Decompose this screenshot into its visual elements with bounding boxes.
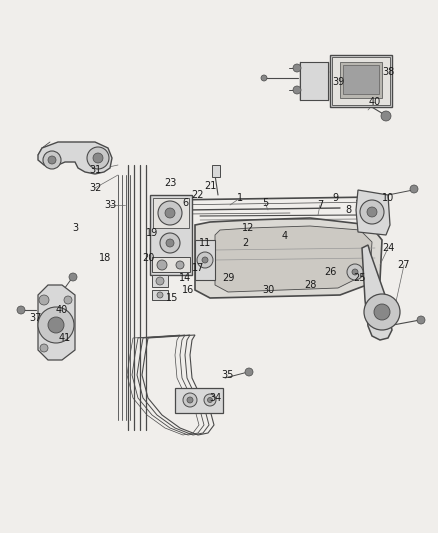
Text: 11: 11 xyxy=(199,238,211,248)
Circle shape xyxy=(367,207,377,217)
Circle shape xyxy=(165,208,175,218)
Text: 23: 23 xyxy=(164,178,176,188)
Text: 14: 14 xyxy=(179,273,191,283)
Text: 7: 7 xyxy=(317,200,323,210)
Text: 30: 30 xyxy=(262,285,274,295)
Text: 20: 20 xyxy=(142,253,154,263)
Text: 27: 27 xyxy=(398,260,410,270)
Circle shape xyxy=(293,64,301,72)
Circle shape xyxy=(158,201,182,225)
Text: 15: 15 xyxy=(166,293,178,303)
Bar xyxy=(212,165,220,177)
Circle shape xyxy=(187,397,193,403)
Circle shape xyxy=(347,264,363,280)
Polygon shape xyxy=(38,142,112,174)
Polygon shape xyxy=(362,245,392,340)
Bar xyxy=(152,257,190,272)
Polygon shape xyxy=(356,190,390,235)
Text: 32: 32 xyxy=(89,183,101,193)
Circle shape xyxy=(261,75,267,81)
Circle shape xyxy=(160,233,180,253)
Text: 6: 6 xyxy=(182,198,188,208)
Circle shape xyxy=(93,153,103,163)
Circle shape xyxy=(17,306,25,314)
Bar xyxy=(152,290,168,300)
Circle shape xyxy=(48,317,64,333)
Bar xyxy=(150,195,192,275)
Circle shape xyxy=(381,111,391,121)
Text: 21: 21 xyxy=(204,181,216,191)
Text: 40: 40 xyxy=(56,305,68,315)
Circle shape xyxy=(157,292,163,298)
Circle shape xyxy=(157,260,167,270)
Text: 24: 24 xyxy=(382,243,394,253)
Text: 28: 28 xyxy=(304,280,316,290)
Circle shape xyxy=(40,344,48,352)
Text: 22: 22 xyxy=(192,190,204,200)
Bar xyxy=(340,62,382,98)
Text: 31: 31 xyxy=(89,165,101,175)
Text: 40: 40 xyxy=(369,97,381,107)
Circle shape xyxy=(410,185,418,193)
Text: 8: 8 xyxy=(345,205,351,215)
Text: 25: 25 xyxy=(354,273,366,283)
Circle shape xyxy=(364,294,400,330)
Circle shape xyxy=(156,277,164,285)
Text: 4: 4 xyxy=(282,231,288,241)
Circle shape xyxy=(87,147,109,169)
Circle shape xyxy=(417,316,425,324)
Circle shape xyxy=(69,273,77,281)
Text: 34: 34 xyxy=(209,393,221,403)
Circle shape xyxy=(208,398,212,402)
Bar xyxy=(332,57,390,105)
Bar xyxy=(330,55,392,107)
Text: 41: 41 xyxy=(59,333,71,343)
Text: 9: 9 xyxy=(332,193,338,203)
Text: 39: 39 xyxy=(332,77,344,87)
Circle shape xyxy=(183,393,197,407)
Text: 2: 2 xyxy=(242,238,248,248)
Circle shape xyxy=(166,239,174,247)
Bar xyxy=(300,62,328,100)
Bar xyxy=(343,65,379,94)
Circle shape xyxy=(293,86,301,94)
Bar xyxy=(195,240,215,280)
Polygon shape xyxy=(215,226,372,292)
Circle shape xyxy=(204,394,216,406)
Bar xyxy=(153,198,189,228)
Text: 35: 35 xyxy=(222,370,234,380)
Text: 19: 19 xyxy=(146,228,158,238)
Circle shape xyxy=(38,307,74,343)
Text: 17: 17 xyxy=(192,263,204,273)
Circle shape xyxy=(352,269,358,275)
Circle shape xyxy=(197,252,213,268)
Circle shape xyxy=(39,295,49,305)
Circle shape xyxy=(176,261,184,269)
Circle shape xyxy=(48,156,56,164)
Text: 5: 5 xyxy=(262,198,268,208)
Circle shape xyxy=(202,257,208,263)
Text: 10: 10 xyxy=(382,193,394,203)
Polygon shape xyxy=(195,218,382,298)
Text: 12: 12 xyxy=(242,223,254,233)
Polygon shape xyxy=(38,285,75,360)
Text: 18: 18 xyxy=(99,253,111,263)
Bar xyxy=(175,388,223,413)
Circle shape xyxy=(43,151,61,169)
Text: 26: 26 xyxy=(324,267,336,277)
Text: 29: 29 xyxy=(222,273,234,283)
Text: 16: 16 xyxy=(182,285,194,295)
Text: 1: 1 xyxy=(237,193,243,203)
Circle shape xyxy=(245,368,253,376)
Text: 38: 38 xyxy=(382,67,394,77)
Text: 33: 33 xyxy=(104,200,116,210)
Text: 3: 3 xyxy=(72,223,78,233)
Circle shape xyxy=(64,296,72,304)
Text: 37: 37 xyxy=(29,313,41,323)
Circle shape xyxy=(360,200,384,224)
Circle shape xyxy=(374,304,390,320)
Bar xyxy=(152,275,168,287)
